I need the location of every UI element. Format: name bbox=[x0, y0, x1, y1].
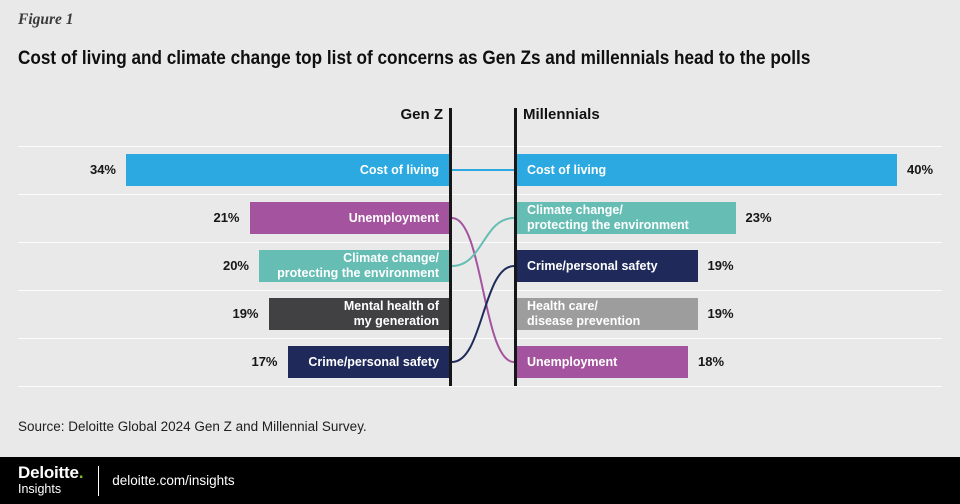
bar-label: Climate change/ protecting the environme… bbox=[277, 251, 439, 280]
deloitte-wordmark: Deloitte. bbox=[18, 463, 84, 483]
row-separator bbox=[18, 386, 942, 387]
bar-label: Unemployment bbox=[527, 354, 618, 369]
row-separator bbox=[18, 242, 942, 243]
bar-genz-mental-health: Mental health of my generation bbox=[268, 298, 449, 330]
bar-label: Unemployment bbox=[348, 210, 439, 225]
bar-millennials-cost-of-living: Cost of living bbox=[517, 154, 897, 186]
bar-genz-unemployment: Unemployment bbox=[249, 202, 449, 234]
footer-url[interactable]: deloitte.com/insights bbox=[112, 473, 235, 488]
column-header-genz: Gen Z bbox=[400, 106, 443, 123]
page-title: Cost of living and climate change top li… bbox=[18, 47, 811, 69]
value-label-millennials-climate-change: 23% bbox=[745, 210, 772, 225]
value-label-millennials-cost-of-living: 40% bbox=[907, 162, 934, 177]
row-separator bbox=[18, 338, 942, 339]
bar-genz-crime-safety: Crime/personal safety bbox=[287, 346, 449, 378]
figure-label: Figure 1 bbox=[18, 11, 74, 28]
bar-millennials-crime-safety: Crime/personal safety bbox=[517, 250, 698, 282]
source-note: Source: Deloitte Global 2024 Gen Z and M… bbox=[18, 419, 367, 434]
brand-text: Deloitte bbox=[18, 463, 79, 483]
bar-label: Cost of living bbox=[359, 162, 439, 177]
bar-label: Crime/personal safety bbox=[308, 354, 439, 369]
value-label-millennials-unemployment: 18% bbox=[698, 354, 725, 369]
value-label-genz-mental-health: 19% bbox=[232, 306, 259, 321]
bar-label: Mental health of my generation bbox=[343, 299, 439, 328]
bar-genz-climate-change: Climate change/ protecting the environme… bbox=[259, 250, 449, 282]
value-label-genz-crime-safety: 17% bbox=[251, 354, 278, 369]
value-label-genz-unemployment: 21% bbox=[213, 210, 240, 225]
deloitte-insights-logo: Deloitte. Insights bbox=[18, 463, 84, 496]
bar-genz-cost-of-living: Cost of living bbox=[126, 154, 449, 186]
value-label-genz-climate-change: 20% bbox=[222, 258, 249, 273]
value-label-genz-cost-of-living: 34% bbox=[89, 162, 116, 177]
genz-axis bbox=[449, 108, 452, 386]
footer-divider bbox=[98, 465, 100, 496]
millennials-axis bbox=[514, 108, 517, 386]
bar-label: Health care/ disease prevention bbox=[527, 299, 641, 328]
green-dot-icon: . bbox=[78, 463, 84, 483]
bar-millennials-climate-change: Climate change/ protecting the environme… bbox=[517, 202, 736, 234]
row-separator bbox=[18, 146, 942, 147]
bar-label: Crime/personal safety bbox=[527, 258, 658, 273]
value-label-millennials-health-care: 19% bbox=[707, 306, 734, 321]
insights-wordmark: Insights bbox=[18, 481, 62, 496]
footer-bar: Deloitte. Insights deloitte.com/insights bbox=[0, 457, 960, 504]
row-separator bbox=[18, 290, 942, 291]
column-header-millennials: Millennials bbox=[523, 106, 600, 123]
bar-label: Cost of living bbox=[527, 162, 607, 177]
value-label-millennials-crime-safety: 19% bbox=[707, 258, 734, 273]
bar-millennials-health-care: Health care/ disease prevention bbox=[517, 298, 698, 330]
bar-millennials-unemployment: Unemployment bbox=[517, 346, 688, 378]
bar-label: Climate change/ protecting the environme… bbox=[527, 203, 689, 232]
row-separator bbox=[18, 194, 942, 195]
slope-link bbox=[451, 265, 515, 363]
